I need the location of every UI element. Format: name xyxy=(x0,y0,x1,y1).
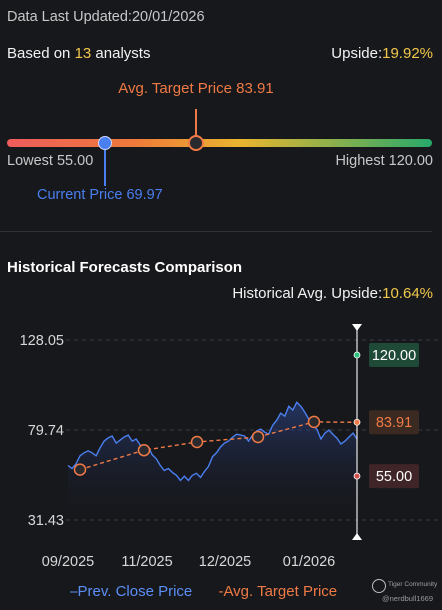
historical-forecast-chart: 120.00 83.91 55.00 128.05 79.74 31.43 09/2025… xyxy=(20,324,440,570)
lowest-label: Lowest 55.00 xyxy=(7,153,94,169)
current-low-badge-value: 55.00 xyxy=(376,469,412,485)
upside-value: 19.92% xyxy=(382,45,433,62)
highest-label: Highest 120.00 xyxy=(335,153,433,169)
legend-close-price[interactable]: ⎯Prev. Close Price xyxy=(70,583,193,600)
y-tick-label: 128.05 xyxy=(20,333,64,349)
analyst-count-text: Based on 13 analysts xyxy=(7,45,150,62)
upside-label: Upside: xyxy=(331,45,383,62)
avg-target-point xyxy=(251,430,265,444)
avg-target-marker xyxy=(188,135,204,151)
current-price-label: Current Price 69.97 xyxy=(37,187,163,203)
current-low-dot xyxy=(353,472,361,480)
current-high-dot xyxy=(353,351,361,359)
current-high-badge xyxy=(369,342,419,367)
x-tick-label: 01/2026 xyxy=(283,554,335,570)
x-tick-label: 12/2025 xyxy=(199,554,251,570)
close-price-area xyxy=(68,402,357,520)
section-divider xyxy=(0,231,432,232)
crosshair-top-handle xyxy=(352,324,362,331)
current-target-badge-value: 83.91 xyxy=(376,415,412,431)
current-target-badge xyxy=(369,410,419,435)
avg-target-line xyxy=(79,421,358,471)
brand-name: Tiger Community xyxy=(388,581,438,588)
based-prefix: Based on xyxy=(7,45,75,62)
legend-close-price-label: Prev. Close Price xyxy=(77,583,193,600)
legend-avg-target[interactable]: -Avg. Target Price xyxy=(218,583,338,600)
avg-target-label: Avg. Target Price 83.91 xyxy=(118,80,274,97)
updated-label: Data Last Updated: xyxy=(7,9,132,25)
current-target-dot xyxy=(353,418,361,426)
historical-upside-text: Historical Avg. Upside:10.64% xyxy=(232,285,433,302)
avg-target-point xyxy=(137,443,151,457)
data-updated-text: Data Last Updated:20/01/2026 xyxy=(7,9,205,25)
legend-avg-target-label: Avg. Target Price xyxy=(223,583,338,600)
x-tick-label: 11/2025 xyxy=(121,554,172,570)
avg-target-point xyxy=(73,463,87,476)
current-price-marker xyxy=(98,136,112,150)
branding-watermark: Tiger Community @nerdbull1669 xyxy=(372,579,438,605)
historical-title: Historical Forecasts Comparison xyxy=(7,259,243,276)
gauge-bar xyxy=(7,139,432,147)
upside-text: Upside:19.92% xyxy=(331,45,433,62)
updated-date: 20/01/2026 xyxy=(131,9,205,25)
x-tick-label: 09/2025 xyxy=(42,554,94,570)
avg-target-point xyxy=(307,415,321,429)
price-range-gauge xyxy=(7,109,432,186)
avg-target-point xyxy=(190,435,204,449)
crosshair-bottom-handle xyxy=(352,533,362,540)
historical-upside-label: Historical Avg. Upside: xyxy=(232,285,383,302)
analyst-count: 13 xyxy=(74,45,92,62)
tiger-logo-icon xyxy=(372,579,386,593)
brand-user: @nerdbull1669 xyxy=(382,594,433,603)
chart-legend: ⎯Prev. Close Price -Avg. Target Price xyxy=(70,583,359,600)
historical-upside-value: 10.64% xyxy=(382,285,433,302)
current-high-badge-value: 120.00 xyxy=(372,348,416,364)
y-tick-label: 79.74 xyxy=(28,423,64,439)
y-tick-label: 31.43 xyxy=(28,513,64,529)
based-suffix: analysts xyxy=(91,45,151,62)
current-low-badge xyxy=(369,464,419,489)
